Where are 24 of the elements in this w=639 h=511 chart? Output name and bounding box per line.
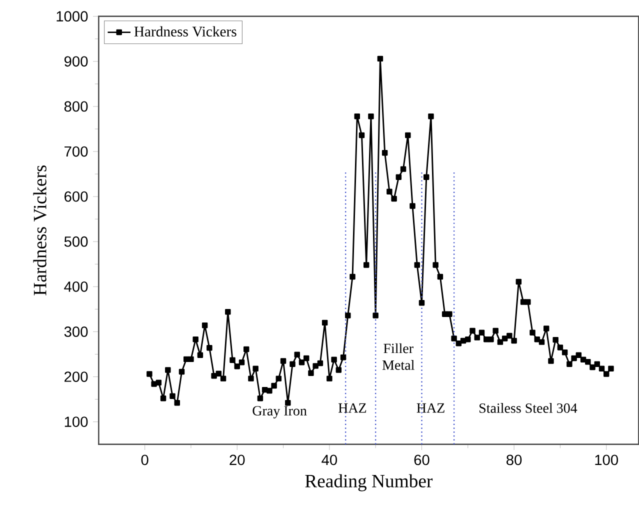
annotation: HAZ <box>338 403 366 413</box>
x-tick-label: 100 <box>595 454 618 466</box>
y-axis-title: Hardness Vickers <box>33 165 46 296</box>
y-tick-label: 500 <box>64 236 88 247</box>
y-tick-label: 100 <box>64 416 88 428</box>
y-tick-label: 200 <box>64 372 88 382</box>
annotation: HAZ <box>416 403 444 413</box>
x-tick-label: 80 <box>506 454 522 466</box>
y-tick-label: 700 <box>64 146 88 157</box>
annotation: Filler Metal <box>382 343 414 370</box>
y-tick-label: 600 <box>64 191 88 202</box>
x-tick-label: 0 <box>141 454 148 466</box>
y-tick-label: 800 <box>64 101 88 112</box>
x-tick-label: 40 <box>322 454 338 466</box>
y-tick-label: 900 <box>64 56 88 67</box>
x-axis-title: Reading Number <box>305 474 433 492</box>
annotation: Stailess Steel 304 <box>480 403 578 413</box>
x-tick-label: 20 <box>230 454 245 466</box>
y-tick-label: 300 <box>64 326 88 337</box>
annotation: Gray Iron <box>252 406 307 418</box>
legend-label: Hardness Vickers <box>134 26 236 37</box>
y-tick-label: 1000 <box>56 11 88 22</box>
y-tick-label: 400 <box>64 281 88 292</box>
x-tick-label: 60 <box>414 454 430 466</box>
